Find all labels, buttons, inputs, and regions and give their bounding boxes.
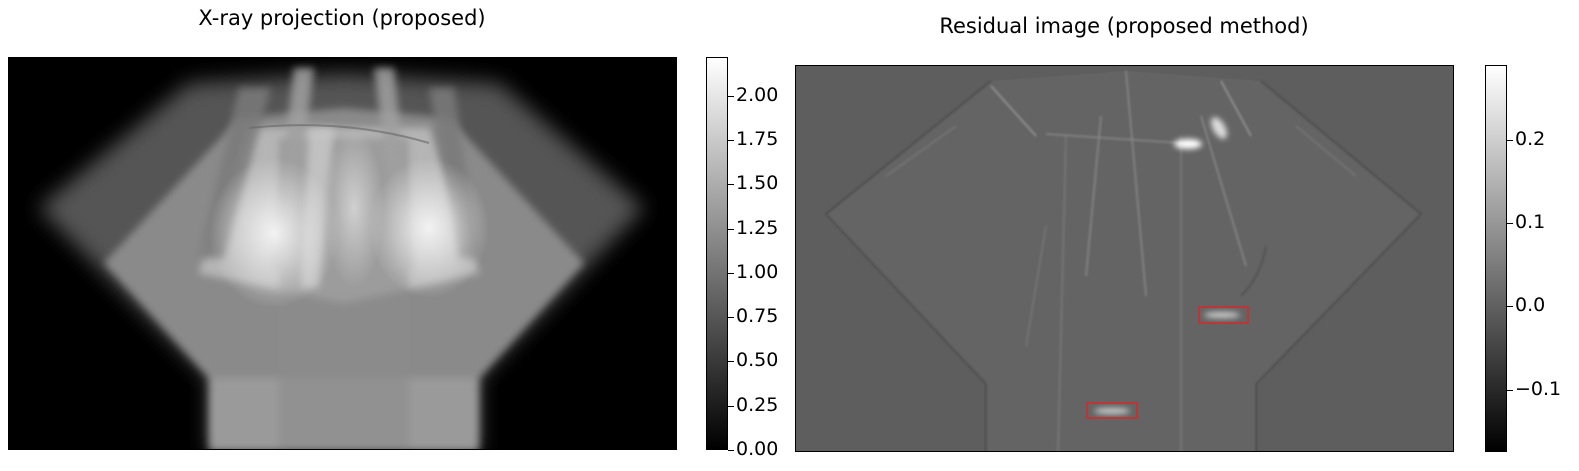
left-tick-label: 0.25 [736,396,778,415]
colorbar-tick-mark [728,450,734,451]
colorbar-tick-mark [728,317,734,318]
left-title: X-ray projection (proposed) [8,6,676,30]
colorbar-tick-mark [728,406,734,407]
colorbar-tick-mark [728,96,734,97]
colorbar-tick-mark [728,140,734,141]
left-tick-label: 0.00 [736,440,778,459]
colorbar-tick-mark [1507,223,1513,224]
right-tick-label: 0.2 [1515,130,1545,149]
right-tick-label: −0.1 [1515,380,1561,399]
right-title: Residual image (proposed method) [795,14,1453,38]
colorbar-tick-mark [728,273,734,274]
colorbar-tick-mark [728,361,734,362]
colorbar-tick-mark [728,229,734,230]
residual-image [795,65,1454,452]
colorbar-tick-mark [728,184,734,185]
left-tick-label: 1.50 [736,174,778,193]
left-colorbar [706,57,728,450]
left-tick-label: 2.00 [736,86,778,105]
left-tick-label: 1.00 [736,263,778,282]
colorbar-tick-mark [1507,390,1513,391]
colorbar-tick-mark [1507,140,1513,141]
left-tick-label: 0.50 [736,351,778,370]
right-tick-label: 0.1 [1515,213,1545,232]
colorbar-tick-mark [1507,306,1513,307]
left-tick-label: 1.75 [736,130,778,149]
right-tick-label: 0.0 [1515,296,1545,315]
xray-projection-image [8,57,677,450]
left-tick-label: 1.25 [736,219,778,238]
right-colorbar [1485,65,1507,452]
left-tick-label: 0.75 [736,307,778,326]
